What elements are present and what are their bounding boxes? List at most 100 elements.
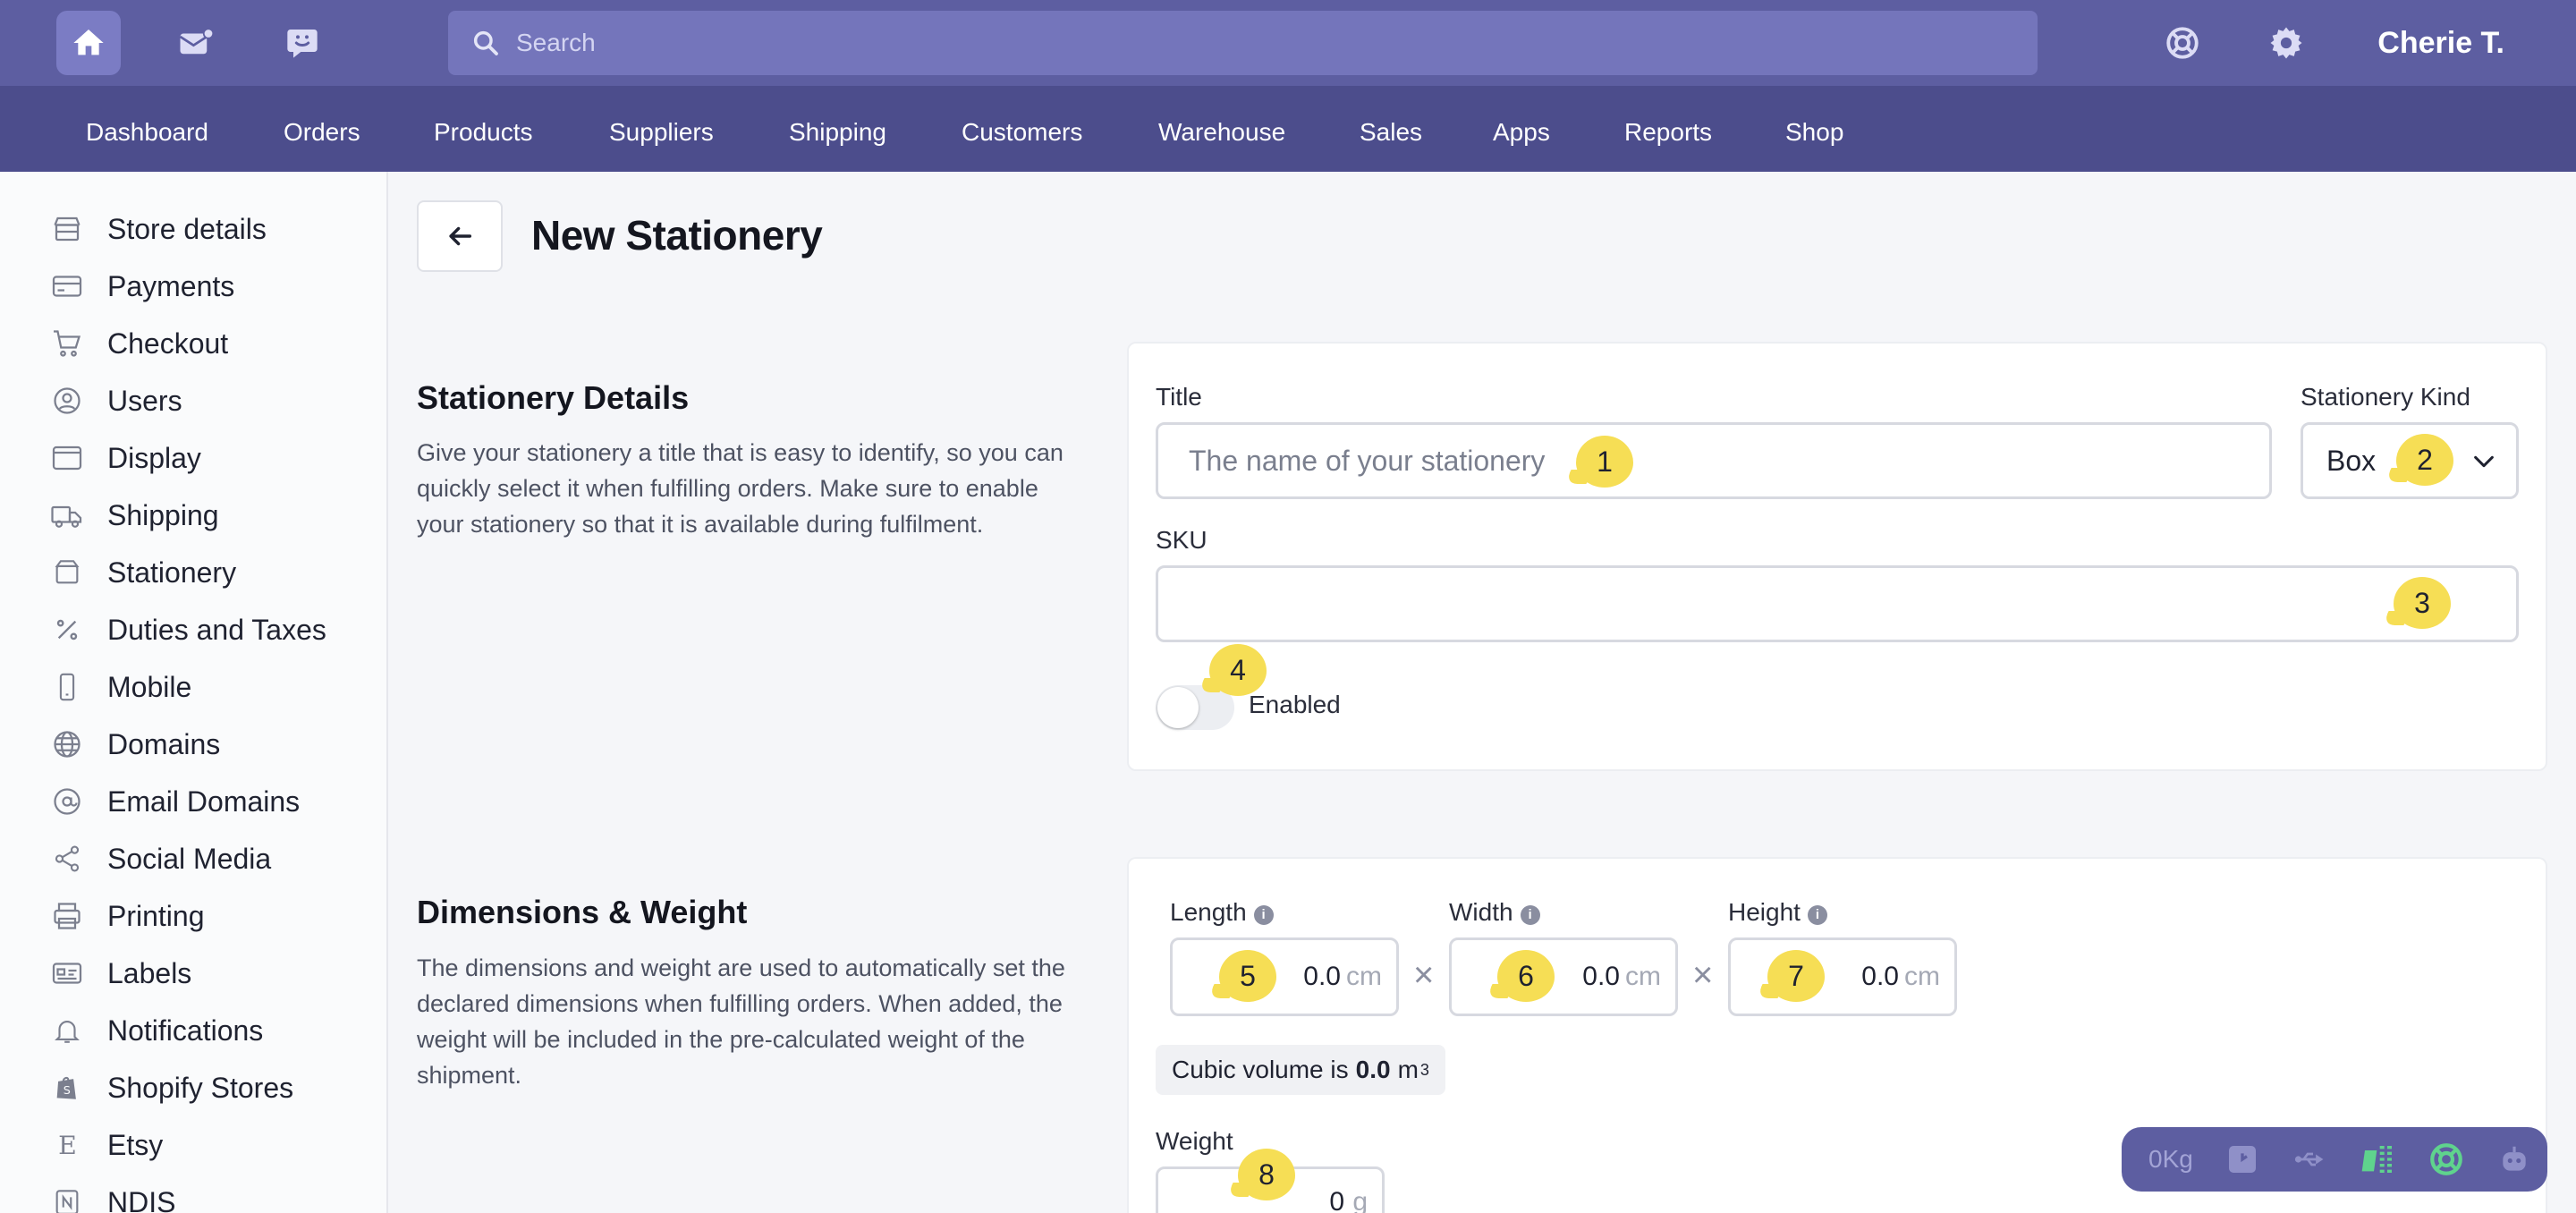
search-placeholder: Search xyxy=(516,29,596,56)
title-placeholder: The name of your stationery xyxy=(1189,444,1546,477)
sidebar-item-domains[interactable]: Domains xyxy=(50,716,220,773)
browser-window-icon xyxy=(50,441,84,475)
arrow-left-icon xyxy=(449,226,472,246)
nav-shipping[interactable]: Shipping xyxy=(789,118,886,146)
sidebar-item-store-details[interactable]: Store details xyxy=(50,200,267,258)
gear-icon[interactable] xyxy=(2254,11,2318,75)
width-label: Width i xyxy=(1449,898,1540,927)
enabled-label: Enabled xyxy=(1249,691,1341,718)
weight-label: Weight xyxy=(1156,1127,1233,1155)
chat-icon[interactable] xyxy=(270,11,335,75)
mobile-icon xyxy=(50,670,84,704)
length-label-text: Length xyxy=(1170,898,1247,926)
annotation-badge: 1 xyxy=(1576,436,1633,488)
etsy-e-icon: E xyxy=(50,1128,84,1162)
mail-icon[interactable] xyxy=(164,11,228,75)
height-input[interactable]: 0.0 cm xyxy=(1728,937,1957,1016)
annotation-badge: 2 xyxy=(2396,434,2453,486)
ndis-n-icon xyxy=(50,1185,84,1213)
store-icon xyxy=(50,212,84,246)
width-value: 0.0 xyxy=(1582,962,1620,991)
truck-icon xyxy=(50,498,84,532)
info-icon[interactable]: i xyxy=(1253,905,1274,925)
search-input[interactable]: Search xyxy=(448,11,2038,75)
info-icon[interactable]: i xyxy=(1520,905,1540,925)
nav-sales[interactable]: Sales xyxy=(1360,118,1423,146)
sku-input[interactable] xyxy=(1156,565,2519,642)
details-heading: Stationery Details xyxy=(417,379,690,416)
sidebar-item-notifications[interactable]: Notifications xyxy=(50,1002,263,1059)
nav-products[interactable]: Products xyxy=(434,118,533,146)
times-sign: × xyxy=(1413,955,1435,995)
nav-shop[interactable]: Shop xyxy=(1785,118,1844,146)
printer-icon xyxy=(50,899,84,933)
main-nav: Dashboard Orders Products Suppliers Ship… xyxy=(0,86,2576,172)
user-menu[interactable]: Cherie T. xyxy=(2377,26,2504,60)
percent-icon xyxy=(50,613,84,647)
weight-unit: g xyxy=(1352,1187,1368,1213)
support-ring-icon[interactable] xyxy=(2428,1141,2465,1178)
shopify-bag-icon: S xyxy=(50,1071,84,1105)
sidebar-item-etsy[interactable]: E Etsy xyxy=(50,1116,163,1174)
nav-warehouse[interactable]: Warehouse xyxy=(1158,118,1286,146)
cubic-prefix: Cubic volume is xyxy=(1172,1056,1349,1083)
cubic-unit: m xyxy=(1397,1056,1419,1083)
height-unit: cm xyxy=(1904,962,1940,991)
height-value: 0.0 xyxy=(1861,962,1899,991)
nav-orders[interactable]: Orders xyxy=(284,118,360,146)
length-input[interactable]: 0.0 cm xyxy=(1170,937,1399,1016)
sidebar-item-ndis[interactable]: NDIS xyxy=(50,1174,175,1213)
sidebar-item-labels[interactable]: Labels xyxy=(50,945,191,1002)
sidebar-item-printing[interactable]: Printing xyxy=(50,887,205,945)
sidebar-item-social-media[interactable]: Social Media xyxy=(50,830,271,887)
search-icon xyxy=(473,30,498,55)
annotation-badge: 7 xyxy=(1767,950,1825,1002)
robot-icon[interactable] xyxy=(2496,1141,2533,1178)
sidebar-item-payments[interactable]: Payments xyxy=(50,258,234,315)
nav-suppliers[interactable]: Suppliers xyxy=(609,118,714,146)
height-label-text: Height xyxy=(1728,898,1801,926)
svg-text:S: S xyxy=(64,1084,71,1098)
times-sign: × xyxy=(1692,955,1714,995)
sidebar-item-shipping[interactable]: Shipping xyxy=(50,487,219,544)
usb-icon[interactable] xyxy=(2292,1141,2329,1178)
sidebar-item-mobile[interactable]: Mobile xyxy=(50,658,191,716)
credit-card-icon xyxy=(50,269,84,303)
sidebar-item-display[interactable]: Display xyxy=(50,429,201,487)
annotation-badge: 8 xyxy=(1238,1149,1295,1200)
bell-icon xyxy=(50,1014,84,1048)
stationery-kind-value: Box xyxy=(2326,444,2377,477)
annotation-badge: 3 xyxy=(2394,577,2451,629)
info-icon[interactable]: i xyxy=(1807,905,1827,925)
scale-icon[interactable] xyxy=(2224,1141,2261,1178)
svg-text:E: E xyxy=(58,1131,77,1160)
enabled-toggle[interactable] xyxy=(1156,685,1234,730)
scale-weight-readout: 0Kg xyxy=(2148,1145,2193,1173)
nav-dashboard[interactable]: Dashboard xyxy=(86,118,208,146)
sidebar-item-duties-and-taxes[interactable]: Duties and Taxes xyxy=(50,601,326,658)
sidebar-item-shopify-stores[interactable]: S Shopify Stores xyxy=(50,1059,293,1116)
sidebar-item-email-domains[interactable]: Email Domains xyxy=(50,773,300,830)
details-description: Give your stationery a title that is eas… xyxy=(417,439,1063,538)
at-sign-icon xyxy=(50,785,84,819)
nav-customers[interactable]: Customers xyxy=(962,118,1083,146)
back-button[interactable] xyxy=(417,200,503,272)
sidebar-item-users[interactable]: Users xyxy=(50,372,182,429)
nav-reports[interactable]: Reports xyxy=(1624,118,1713,146)
length-unit: cm xyxy=(1346,962,1382,991)
box-icon xyxy=(50,556,84,590)
title-input[interactable]: The name of your stationery xyxy=(1156,422,2272,499)
nav-apps[interactable]: Apps xyxy=(1493,118,1550,146)
height-label: Height i xyxy=(1728,898,1827,927)
width-unit: cm xyxy=(1625,962,1661,991)
width-input[interactable]: 0.0 cm xyxy=(1449,937,1678,1016)
support-icon[interactable] xyxy=(2150,11,2215,75)
dimensions-heading: Dimensions & Weight xyxy=(417,894,748,930)
globe-icon xyxy=(50,727,84,761)
home-icon[interactable] xyxy=(56,11,121,75)
toggle-knob xyxy=(1157,687,1199,728)
label-printer-icon[interactable] xyxy=(2360,1141,2397,1178)
sidebar-item-stationery[interactable]: Stationery xyxy=(50,544,236,601)
sidebar-item-checkout[interactable]: Checkout xyxy=(50,315,228,372)
